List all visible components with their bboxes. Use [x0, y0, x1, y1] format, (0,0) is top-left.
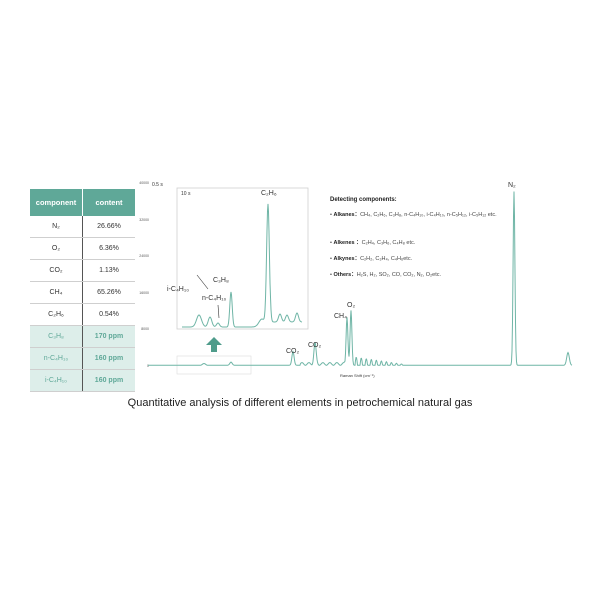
content-cell: 160 ppm: [82, 347, 135, 370]
table-row: CH₄ 65.26%: [30, 281, 135, 304]
inset-frame: [176, 187, 309, 330]
table-row: C₃H₈ 170 ppm: [30, 325, 135, 348]
content-cell: 170 ppm: [82, 325, 135, 348]
content-cell: 6.36%: [82, 237, 135, 260]
y-tick-label: 16000: [139, 290, 149, 295]
component-cell: N₂: [30, 216, 83, 238]
peak-label: CO₂: [286, 348, 300, 355]
i-c4h10-pointer: [196, 274, 209, 290]
y-tick-label: 40000: [139, 181, 149, 185]
component-cell: i-C₄H₁₀: [30, 369, 83, 392]
detecting-item: • Alkanes：CH₄, C₂H₆, C₃H₈, n-C₄H₁₀, i-C₄…: [330, 212, 497, 218]
inset-spectrum-line: [182, 203, 303, 328]
table-row: n-C₄H₁₀ 160 ppm: [30, 347, 135, 370]
inset-exposure-label: 10 s: [181, 191, 191, 197]
table-row: C₂H₆ 0.54%: [30, 303, 135, 326]
component-cell: O₂: [30, 237, 83, 260]
composition-table: component content N₂ 26.66% O₂ 6.36% CO₂ 1.13…: [30, 189, 135, 392]
content-cell: 26.66%: [82, 216, 135, 238]
peak-label: CH₄: [334, 313, 347, 320]
inset-peak-label: n-C₄H₁₀: [202, 295, 227, 302]
header-content: content: [82, 189, 135, 216]
detecting-title: Detecting components:: [330, 197, 397, 203]
peak-label: N₂: [508, 182, 516, 189]
zoom-arrow-icon: [206, 337, 222, 352]
table-row: N₂ 26.66%: [30, 216, 135, 238]
component-cell: n-C₄H₁₀: [30, 347, 83, 370]
n-c4h10-pointer: [217, 304, 220, 319]
content-cell: 65.26%: [82, 281, 135, 304]
detecting-item: • Alkenes ：C₂H₄, C₃H₆, C₄H₈ etc.: [330, 240, 416, 246]
table-row: CO₂ 1.13%: [30, 259, 135, 282]
y-tick-label: 32000: [139, 217, 149, 222]
content-cell: 160 ppm: [82, 369, 135, 392]
detecting-item: • Alkynes：C₂H₂, C₃H₄, C₄H₆etc.: [330, 256, 413, 262]
table-row: O₂ 6.36%: [30, 237, 135, 260]
x-axis-label: Raman Shift (cm⁻¹): [340, 373, 375, 378]
table-row: i-C₄H₁₀ 160 ppm: [30, 369, 135, 392]
exposure-label: 0.5 s: [152, 182, 163, 188]
component-cell: CO₂: [30, 259, 83, 282]
content-cell: 0.54%: [82, 303, 135, 326]
main-spectrum-line: [148, 191, 573, 366]
inset-peak-label: C₂H₆: [261, 190, 277, 197]
detecting-item: • Others：H₂S, H₂, SO₂, CO, CO₂, N₂, O₂et…: [330, 272, 442, 278]
inset-peak-label: i-C₄H₁₀: [167, 286, 190, 293]
header-component: component: [30, 189, 83, 216]
figure-caption: Quantitative analysis of different eleme…: [127, 397, 473, 409]
inset-peak-label: C₃H₈: [213, 277, 229, 284]
y-tick-label: 0: [147, 364, 149, 368]
component-cell: C₃H₈: [30, 325, 83, 348]
content-cell: 1.13%: [82, 259, 135, 282]
y-tick-label: 8000: [141, 327, 149, 332]
y-tick-label: 24000: [139, 254, 149, 259]
component-cell: CH₄: [30, 281, 83, 304]
peak-label: O₂: [347, 302, 356, 309]
peak-label: CO₂: [308, 342, 322, 349]
component-cell: C₂H₆: [30, 303, 83, 326]
